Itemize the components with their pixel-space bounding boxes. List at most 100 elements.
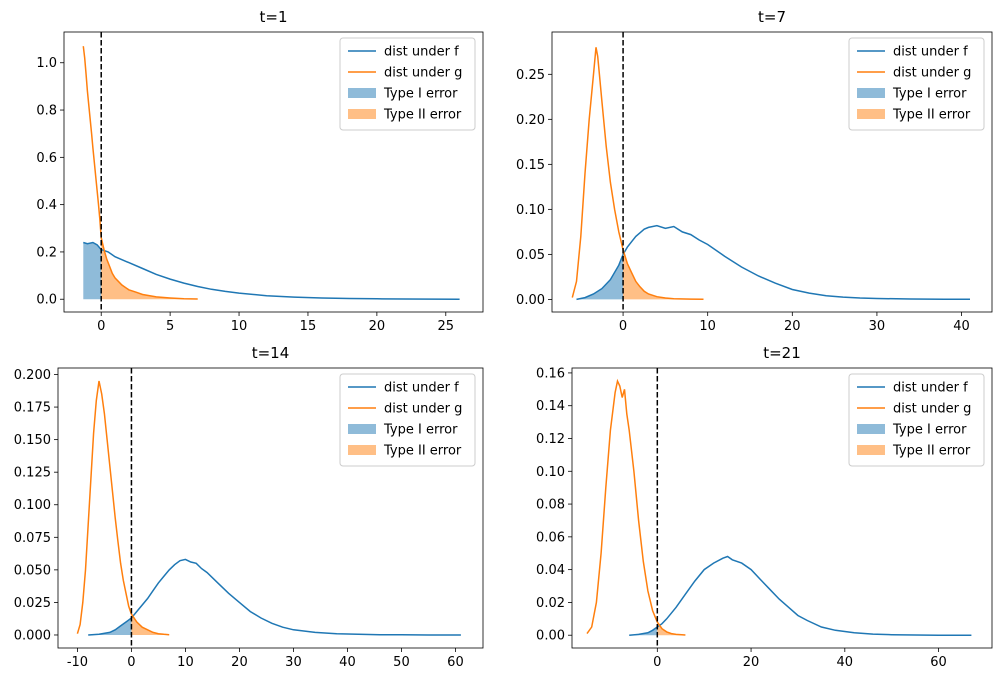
y-tick-label: 0.200 — [14, 368, 51, 383]
line-dist-under-f — [629, 555, 972, 636]
y-tick-label: 0.8 — [36, 104, 57, 119]
legend: dist under f dist under g Type I error Type… — [848, 37, 985, 131]
x-tick-label: 0 — [653, 655, 661, 670]
legend-entry: dist under g — [893, 402, 971, 417]
x-tick-label: 40 — [953, 319, 970, 334]
legend: dist under f dist under g Type I error Type… — [339, 373, 476, 467]
legend-box — [339, 37, 476, 131]
type-ii-error-area — [623, 249, 704, 300]
x-tick-label: 50 — [393, 655, 410, 670]
subplot-3: -10 0 10 20 30 40 50 60 0.000 0.025 0.050 0.075 0.10… — [14, 344, 484, 670]
legend: dist under f dist under g Type I error Type… — [339, 37, 476, 131]
y-tick-label: 0.20 — [516, 113, 545, 128]
y-tick-label: 0.100 — [14, 498, 51, 513]
x-tick-label: 30 — [869, 319, 886, 334]
legend-box — [848, 37, 985, 131]
y-tick-label: 0.14 — [536, 399, 565, 414]
x-tick-label: 10 — [177, 655, 194, 670]
x-tick-label: 20 — [784, 319, 801, 334]
x-tick-label: 60 — [447, 655, 464, 670]
subplot-title: t=21 — [763, 344, 801, 362]
y-tick-label: 0.075 — [14, 531, 51, 546]
x-tick-label: 10 — [699, 319, 716, 334]
line-dist-under-g — [571, 47, 704, 301]
plot-area — [586, 368, 972, 648]
type-i-error-area — [576, 254, 624, 300]
y-tick-label: 0.12 — [536, 432, 565, 447]
x-tick-label: 0 — [127, 655, 135, 670]
y-tick-label: 1.0 — [36, 56, 57, 71]
y-tick-label: 0.06 — [536, 530, 565, 545]
legend-entry: dist under f — [384, 45, 459, 60]
axes-frame — [571, 367, 993, 649]
y-tick-label: 0.125 — [14, 466, 51, 481]
subplot-2: 0 10 20 30 40 0.00 0.05 0.10 0.15 0.20 0.25 t=7 dist… — [516, 8, 993, 334]
legend-entry: Type II error — [383, 444, 462, 459]
y-tick-label: 0.02 — [536, 596, 565, 611]
legend-swatch-patch — [857, 445, 885, 455]
x-tick-label: 20 — [369, 319, 386, 334]
x-tick-label: 20 — [743, 655, 760, 670]
legend-swatch-patch — [857, 109, 885, 119]
line-dist-under-g — [586, 378, 686, 636]
x-tick-label: 40 — [837, 655, 854, 670]
legend-swatch-patch — [857, 424, 885, 434]
legend-entry: Type II error — [383, 108, 462, 123]
x-tick-label: 15 — [300, 319, 317, 334]
x-tick-label: 20 — [231, 655, 248, 670]
plot-area — [82, 32, 460, 312]
subplot-title: t=1 — [260, 8, 288, 26]
legend-entry: Type I error — [383, 423, 458, 438]
y-tick-label: 0.175 — [14, 401, 51, 416]
axes-frame — [551, 31, 993, 313]
y-tick-label: 0.16 — [536, 366, 565, 381]
y-tick-label: 0.25 — [516, 68, 545, 83]
line-dist-under-f — [83, 241, 460, 300]
line-dist-under-f — [576, 224, 971, 301]
y-tick-label: 0.0 — [36, 293, 57, 308]
legend-box — [848, 373, 985, 467]
y-tick-label: 0.00 — [516, 293, 545, 308]
type-ii-error-area — [657, 622, 686, 636]
legend-swatch-patch — [348, 109, 376, 119]
x-tick-label: 25 — [438, 319, 455, 334]
legend-entry: Type II error — [892, 444, 971, 459]
y-tick-label: 0.050 — [14, 563, 51, 578]
x-tick-label: 10 — [231, 319, 248, 334]
legend-entry: Type II error — [892, 108, 971, 123]
subplot-title: t=14 — [252, 344, 290, 362]
x-tick-label: 60 — [930, 655, 947, 670]
type-ii-error-area — [131, 614, 170, 635]
plot-area — [571, 32, 971, 312]
subplot-4: 0 20 40 60 0.00 0.02 0.04 0.06 0.08 0.10 0.12 0.14 0… — [536, 344, 993, 670]
legend-entry: Type I error — [892, 423, 967, 438]
y-tick-label: 0.025 — [14, 596, 51, 611]
line-dist-under-f — [88, 558, 461, 636]
legend-swatch-patch — [348, 445, 376, 455]
y-tick-label: 0.2 — [36, 245, 57, 260]
y-tick-label: 0.150 — [14, 433, 51, 448]
type-i-error-area — [629, 627, 658, 636]
legend-box — [339, 373, 476, 467]
y-tick-label: 0.10 — [536, 465, 565, 480]
subplot-1: 0 5 10 15 20 25 0.0 0.2 0.4 0.6 0.8 1.0 t=1 dist unde… — [36, 8, 484, 334]
axes-frame — [57, 367, 484, 649]
y-tick-label: 0.4 — [36, 198, 57, 213]
x-tick-label: 0 — [97, 319, 105, 334]
legend-entry: dist under f — [893, 45, 968, 60]
y-tick-label: 0.08 — [536, 498, 565, 513]
legend-entry: dist under g — [384, 402, 462, 417]
x-tick-label: 40 — [339, 655, 356, 670]
y-tick-label: 0.04 — [536, 563, 565, 578]
x-tick-label: 5 — [166, 319, 174, 334]
legend-entry: dist under f — [893, 381, 968, 396]
type-ii-error-area — [101, 237, 198, 300]
y-tick-label: 0.00 — [536, 629, 565, 644]
legend: dist under f dist under g Type I error Type… — [848, 373, 985, 467]
y-tick-label: 0.000 — [14, 628, 51, 643]
y-tick-label: 0.05 — [516, 248, 545, 263]
legend-entry: dist under g — [893, 66, 971, 81]
axes-frame — [63, 31, 484, 313]
type-i-error-area — [88, 618, 132, 635]
line-dist-under-g — [82, 46, 198, 300]
